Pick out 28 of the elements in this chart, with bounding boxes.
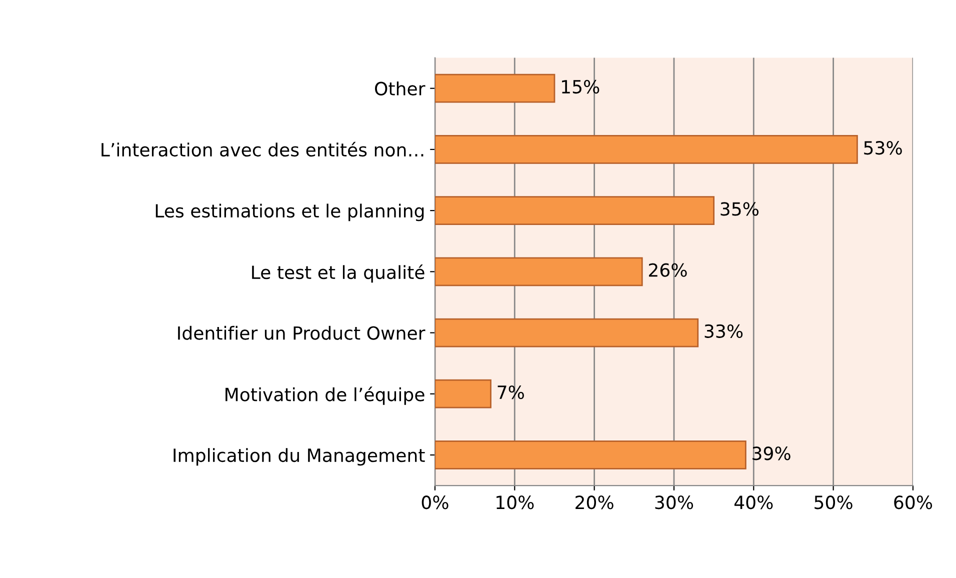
data-label: 35% — [720, 202, 759, 216]
x-tick-label: 10% — [496, 496, 534, 510]
y-tick-label: Identifier un Product Owner — [178, 326, 426, 340]
data-label: 53% — [864, 141, 902, 155]
data-label: 26% — [648, 263, 687, 277]
data-label: 33% — [704, 324, 743, 338]
x-tick-label: 50% — [814, 496, 852, 510]
y-tick-label: L’interaction avec des entités non… — [102, 142, 424, 157]
bar — [434, 74, 556, 103]
x-tick-label: 30% — [655, 496, 694, 510]
x-tick-label: 60% — [894, 496, 932, 510]
data-label: 7% — [498, 385, 524, 400]
bar — [434, 440, 746, 470]
x-tick-label: 20% — [576, 496, 614, 510]
data-label: 15% — [562, 80, 600, 94]
x-tick-label: 0% — [422, 496, 448, 510]
bar — [434, 196, 715, 225]
y-tick-label: Motivation de l’équipe — [226, 386, 424, 405]
bar — [434, 318, 699, 348]
y-tick-label: Implication du Management — [174, 448, 425, 466]
y-tick-label: Les estimations et le planning — [156, 204, 424, 222]
x-tick-label: 40% — [734, 496, 773, 510]
y-tick-label: Le test et la qualité — [252, 264, 424, 283]
bar — [434, 135, 858, 164]
y-tick-label: Other — [375, 81, 426, 96]
data-label: 39% — [752, 446, 790, 460]
bar — [434, 257, 643, 286]
bar — [434, 379, 492, 408]
